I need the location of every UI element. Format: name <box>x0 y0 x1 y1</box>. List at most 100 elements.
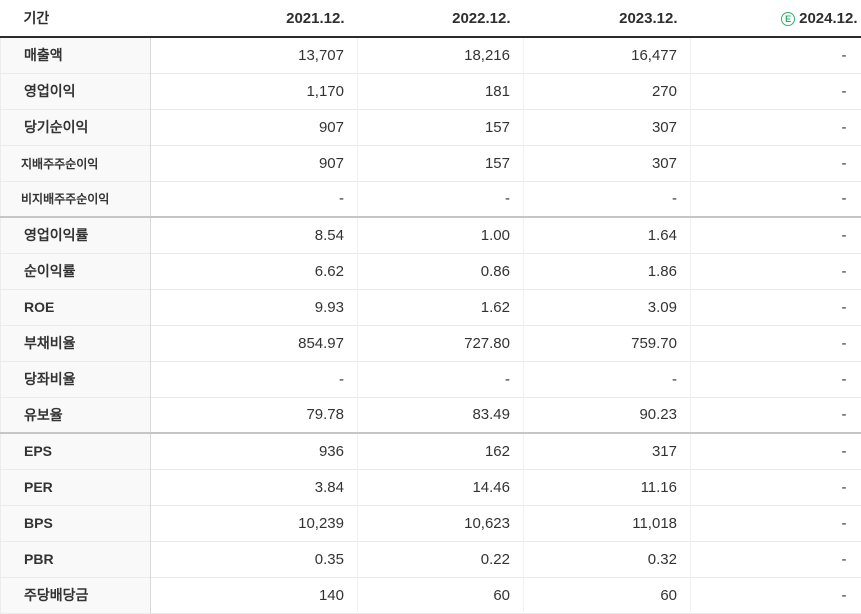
metric-value: 11.16 <box>523 469 691 505</box>
metric-value: 140 <box>318 586 344 604</box>
table-row: 주당배당금 140 60 60- <box>0 577 861 613</box>
column-header-2024-12-estimate: E 2024.12. <box>690 0 861 38</box>
table-row: 당기순이익 907 157 307- <box>0 109 861 145</box>
metric-label: 유보율 <box>0 397 151 433</box>
metric-value: 60 <box>357 577 524 613</box>
metric-value: 907 <box>318 118 344 136</box>
metric-value: 60 <box>523 577 691 613</box>
metric-label: 지배주주순이익 <box>0 145 151 181</box>
metric-value: - <box>357 181 524 217</box>
table-row: 순이익률 6.62 0.86 1.86- <box>0 253 861 289</box>
table-row: 부채비율 854.97 727.80 759.70- <box>0 325 861 361</box>
metric-value: - <box>690 73 861 109</box>
metric-value: - <box>690 253 861 289</box>
metric-value: - <box>690 469 861 505</box>
metric-value: 162 <box>357 433 524 469</box>
metric-value: 0.86 <box>357 253 524 289</box>
metric-value: - <box>339 370 344 388</box>
metric-value: 10,239 <box>298 514 344 532</box>
metric-value: 3.09 <box>523 289 691 325</box>
column-header-2023-12: 2023.12. <box>523 0 691 38</box>
metric-value: - <box>690 109 861 145</box>
table-row: 유보율 79.78 83.49 90.23- <box>0 397 861 433</box>
metric-value: - <box>690 217 861 253</box>
metric-value: 1,170 <box>306 82 344 100</box>
metric-value: - <box>690 37 861 73</box>
metric-label: 순이익률 <box>0 253 151 289</box>
table-row: 매출액 13,707 18,216 16,477- <box>0 37 861 73</box>
metric-value: - <box>357 361 524 397</box>
metric-value: 157 <box>357 145 524 181</box>
metric-value: 936 <box>318 442 344 460</box>
metric-label: ROE <box>0 289 151 325</box>
metric-value: - <box>690 541 861 577</box>
metric-label: 비지배주주순이익 <box>0 181 151 217</box>
metric-label: 영업이익률 <box>0 217 151 253</box>
metric-value: 3.84 <box>314 478 344 496</box>
metric-value: 0.35 <box>314 550 344 568</box>
metric-label: EPS <box>0 433 151 469</box>
metric-value: - <box>690 397 861 433</box>
metric-value: - <box>690 145 861 181</box>
metric-value: 16,477 <box>523 37 691 73</box>
table-row: 영업이익률 8.54 1.00 1.64- <box>0 217 861 253</box>
metric-label: 영업이익 <box>0 73 151 109</box>
metric-label: 매출액 <box>0 37 151 73</box>
metric-label: PER <box>0 469 151 505</box>
estimate-circle-e-icon: E <box>781 11 796 26</box>
metric-value: - <box>523 361 691 397</box>
metric-label: 당좌비율 <box>0 361 151 397</box>
metric-value: 854.97 <box>298 334 344 352</box>
metric-label: BPS <box>0 505 151 541</box>
metric-value: 14.46 <box>357 469 524 505</box>
metric-value: - <box>690 361 861 397</box>
metric-value: - <box>690 577 861 613</box>
column-header-2021-12: 2021.12. <box>150 0 358 38</box>
metric-value: 307 <box>523 145 691 181</box>
metric-value: 759.70 <box>523 325 691 361</box>
metric-value: - <box>339 190 344 208</box>
table-row: PER 3.84 14.46 11.16- <box>0 469 861 505</box>
metric-value: - <box>523 181 691 217</box>
metric-value: 9.93 <box>314 298 344 316</box>
metric-value: 11,018 <box>523 505 691 541</box>
metric-label: PBR <box>0 541 151 577</box>
metric-value: 18,216 <box>357 37 524 73</box>
metric-value: 307 <box>523 109 691 145</box>
metric-value: - <box>690 289 861 325</box>
table-header-row: 기간 2021.12. 2022.12. 2023.12. E 2024.12. <box>0 0 861 38</box>
metric-value: 6.62 <box>314 262 344 280</box>
metric-value: 317 <box>523 433 691 469</box>
metric-value: 10,623 <box>357 505 524 541</box>
table-row: 비지배주주순이익 - - - - <box>0 181 861 217</box>
table-row: BPS 10,239 10,623 11,018- <box>0 505 861 541</box>
metric-value: 1.62 <box>357 289 524 325</box>
metric-label: 주당배당금 <box>0 577 151 613</box>
column-header-period: 기간 <box>0 0 151 38</box>
metric-value: 13,707 <box>298 46 344 64</box>
metric-value: 8.54 <box>314 226 344 244</box>
metric-value: 0.32 <box>523 541 691 577</box>
metric-value: 907 <box>318 154 344 172</box>
metric-label: 부채비율 <box>0 325 151 361</box>
metric-value: 727.80 <box>357 325 524 361</box>
metric-label: 당기순이익 <box>0 109 151 145</box>
metric-value: - <box>690 505 861 541</box>
table-row: ROE 9.93 1.62 3.09- <box>0 289 861 325</box>
metric-value: 83.49 <box>357 397 524 433</box>
column-header-2024-12-label: 2024.12. <box>799 9 858 27</box>
table-row: PBR 0.35 0.22 0.32- <box>0 541 861 577</box>
column-header-2022-12: 2022.12. <box>357 0 524 38</box>
metric-value: - <box>690 325 861 361</box>
table-row: EPS 936 162 317- <box>0 433 861 469</box>
table-row: 당좌비율 - - - - <box>0 361 861 397</box>
metric-value: 1.64 <box>523 217 691 253</box>
table-row: 영업이익 1,170 181 270- <box>0 73 861 109</box>
metric-value: - <box>690 181 861 217</box>
metric-value: 1.00 <box>357 217 524 253</box>
table-row: 지배주주순이익 907 157 307- <box>0 145 861 181</box>
metric-value: 79.78 <box>306 406 344 424</box>
metric-value: 90.23 <box>523 397 691 433</box>
metric-value: 181 <box>357 73 524 109</box>
